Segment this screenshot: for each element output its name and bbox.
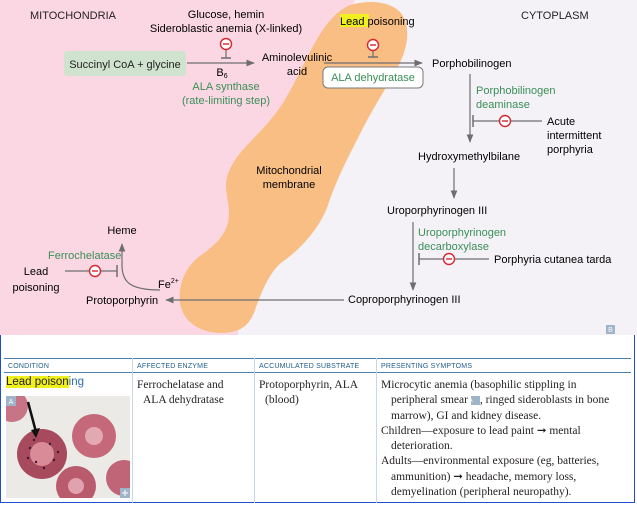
corner-tag [606,325,615,334]
sideroblastic-anemia-label: Sideroblastic anemia (X-linked) [150,23,302,35]
aip-label-2: intermittent [547,130,601,142]
header-condition: CONDITION [8,363,50,370]
ala-dehydratase-label: ALA dehydratase [331,72,415,84]
column-divider [254,358,255,503]
condition-name: Lead poisoning [6,376,85,388]
substrate-line-2: (blood) [265,394,299,407]
symptom-children: Children—exposure to lead paint ➞ mental… [381,424,581,453]
column-divider [376,358,377,503]
heme-synthesis-diagram: MITOCHONDRIA CYTOPLASM Succinyl CoA + gl… [0,0,637,335]
enzyme-line-2: ALA dehydratase [143,394,224,407]
coproporphyrinogen-iii-label: Coproporphyrinogen III [348,294,461,306]
substrate-line-1: Protoporphyrin, ALA [259,379,359,391]
header-substrate: ACCUMULATED SUBSTRATE [259,363,360,370]
succinyl-box [64,51,186,76]
hydroxymethylbilane-label: Hydroxymethylbilane [418,151,520,163]
condition-table: CONDITION AFFECTED ENZYME ACCUMULATED SU… [0,358,635,503]
arrow-proto-to-heme [118,243,161,291]
column-divider [132,358,133,503]
header-enzyme: AFFECTED ENZYME [137,363,209,370]
aip-label-1: Acute [547,116,575,128]
uro-decarboxylase-label-1: Uroporphyrinogen [418,227,506,239]
heme-label: Heme [107,225,136,237]
pbg-deaminase-label-2: deaminase [476,99,530,111]
pct-label: Porphyria cutanea tarda [494,254,612,266]
lead-label-2: poisoning [12,282,59,294]
lead-poisoning-top: Lead poisoning [340,16,415,28]
ferrochelatase-label: Ferrochelatase [48,250,121,262]
membrane-label-1: Mitochondrial [256,165,321,177]
symptom-anemia: Microcytic anemia (basophilic stippling … [381,379,610,422]
membrane-label-2: membrane [263,179,316,191]
pbg-deaminase-label-1: Porphobilinogen [476,85,556,97]
image-ref-tag: A [468,396,480,406]
presenting-symptoms-cell: Microcytic anemia (basophilic stippling … [381,378,621,500]
protoporphyrin-label: Protoporphyrin [86,295,158,307]
accumulated-substrate-cell: Protoporphyrin, ALA (blood) [259,378,374,409]
b6-cofactor: B6 [216,67,227,80]
cytoplasm-label: CYTOPLASM [521,10,589,22]
porphobilinogen-label: Porphobilinogen [432,58,512,70]
fe-label: Fe2+ [158,278,179,291]
enzyme-line-1: Ferrochelatase and [137,379,224,391]
lead-label-1: Lead [24,266,48,278]
blood-smear-image: A [6,396,130,498]
mitochondria-label: MITOCHONDRIA [30,10,117,22]
symptom-adults: Adults—environmental exposure (eg, batte… [381,455,600,499]
ala-synthase-label: ALA synthase [192,81,259,93]
aip-label-3: porphyria [547,144,594,156]
lead-highlight [340,14,369,27]
header-symptoms: PRESENTING SYMPTOMS [381,363,473,370]
succinyl-coa-glycine: Succinyl CoA + glycine [69,59,181,71]
table-header-rule [4,372,631,373]
image-tag-letter: A [9,399,14,406]
rate-limiting-label: (rate-limiting step) [182,95,270,107]
affected-enzyme-cell: Ferrochelatase and ALA dehydratase [137,378,252,409]
mitochondria-region [0,0,355,335]
table-top-rule [4,358,631,359]
acid-label: acid [287,66,307,78]
glucose-hemin-label: Glucose, hemin [188,9,264,21]
uro-decarboxylase-label-2: decarboxylase [418,241,489,253]
aminolevulinic-label: Aminolevulinic [262,52,333,64]
ala-dehydratase-box [322,66,424,89]
corner-tag-letter: B [608,327,613,334]
uroporphyrinogen-iii-label: Uroporphyrinogen III [387,205,487,217]
